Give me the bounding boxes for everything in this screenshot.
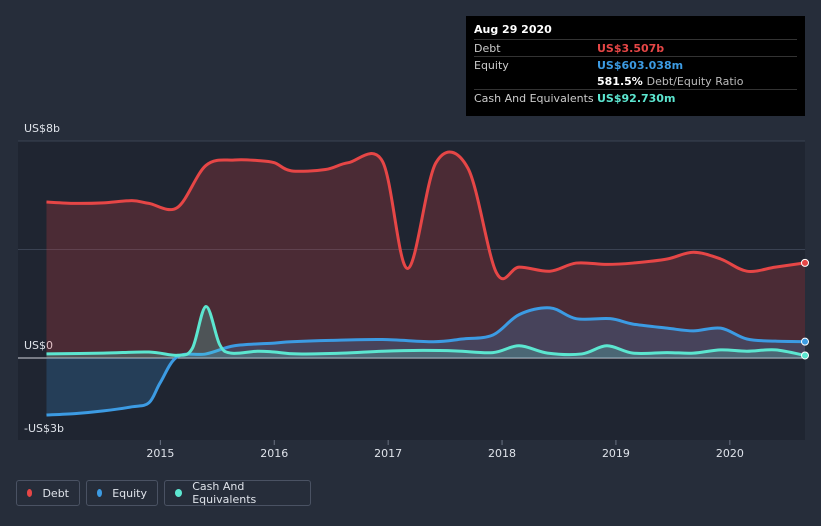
tooltip-row-equity: Equity US$603.038m	[474, 56, 797, 73]
plot-background	[18, 141, 805, 440]
legend-label: Cash And Equivalents	[192, 480, 257, 506]
debt-endpoint	[801, 258, 809, 267]
tooltip-row-debt: Debt US$3.507b	[474, 39, 797, 56]
tooltip-label: Debt	[474, 41, 501, 55]
equity-dot-icon	[97, 489, 103, 497]
legend-item-equity[interactable]: Equity	[86, 480, 158, 506]
legend-label: Debt	[42, 486, 69, 500]
x-tick-label: 2015	[146, 447, 174, 460]
tooltip-row-ratio: 581.5% Debt/Equity Ratio	[474, 73, 797, 89]
x-tick-label: 2017	[374, 447, 402, 460]
x-tick-label: 2018	[488, 447, 516, 460]
y-tick-label: US$8b	[24, 122, 60, 135]
tooltip-row-cash: Cash And Equivalents US$92.730m	[474, 89, 797, 106]
equity-area	[46, 307, 806, 415]
tooltip-value-debt: US$3.507b	[597, 41, 665, 55]
y-tick-label: -US$3b	[24, 422, 64, 435]
debt-area	[46, 152, 806, 358]
y-tick-label: US$0	[24, 339, 53, 352]
cash-and-equivalents-endpoint	[801, 351, 809, 360]
x-tick-label: 2016	[260, 447, 288, 460]
legend-label: Equity	[112, 486, 147, 500]
debt-line	[46, 150, 806, 281]
tooltip-date: Aug 29 2020	[474, 23, 552, 36]
x-tick-label: 2020	[716, 447, 744, 460]
ratio-label: Debt/Equity Ratio	[646, 74, 744, 88]
x-tick-label: 2019	[602, 447, 630, 460]
tooltip-value-equity: US$603.038m	[597, 58, 684, 72]
cash-and-equivalents-line	[46, 304, 806, 357]
tooltip-value-cash: US$92.730m	[597, 91, 676, 105]
legend-item-debt[interactable]: Debt	[16, 480, 80, 506]
chart-tooltip: Aug 29 2020 Debt US$3.507b Equity US$603…	[466, 16, 805, 116]
tooltip-value-ratio: 581.5% Debt/Equity Ratio	[597, 75, 743, 88]
cash-dot-icon	[175, 489, 183, 497]
chart-legend: Debt Equity Cash And Equivalents	[16, 480, 311, 506]
debt-dot-icon	[27, 489, 33, 497]
ratio-value: 581.5%	[597, 74, 643, 88]
tooltip-label: Cash And Equivalents	[474, 91, 594, 105]
legend-item-cash[interactable]: Cash And Equivalents	[164, 480, 311, 506]
tooltip-label: Equity	[474, 58, 509, 72]
equity-endpoint	[801, 337, 809, 346]
equity-line	[46, 306, 806, 417]
